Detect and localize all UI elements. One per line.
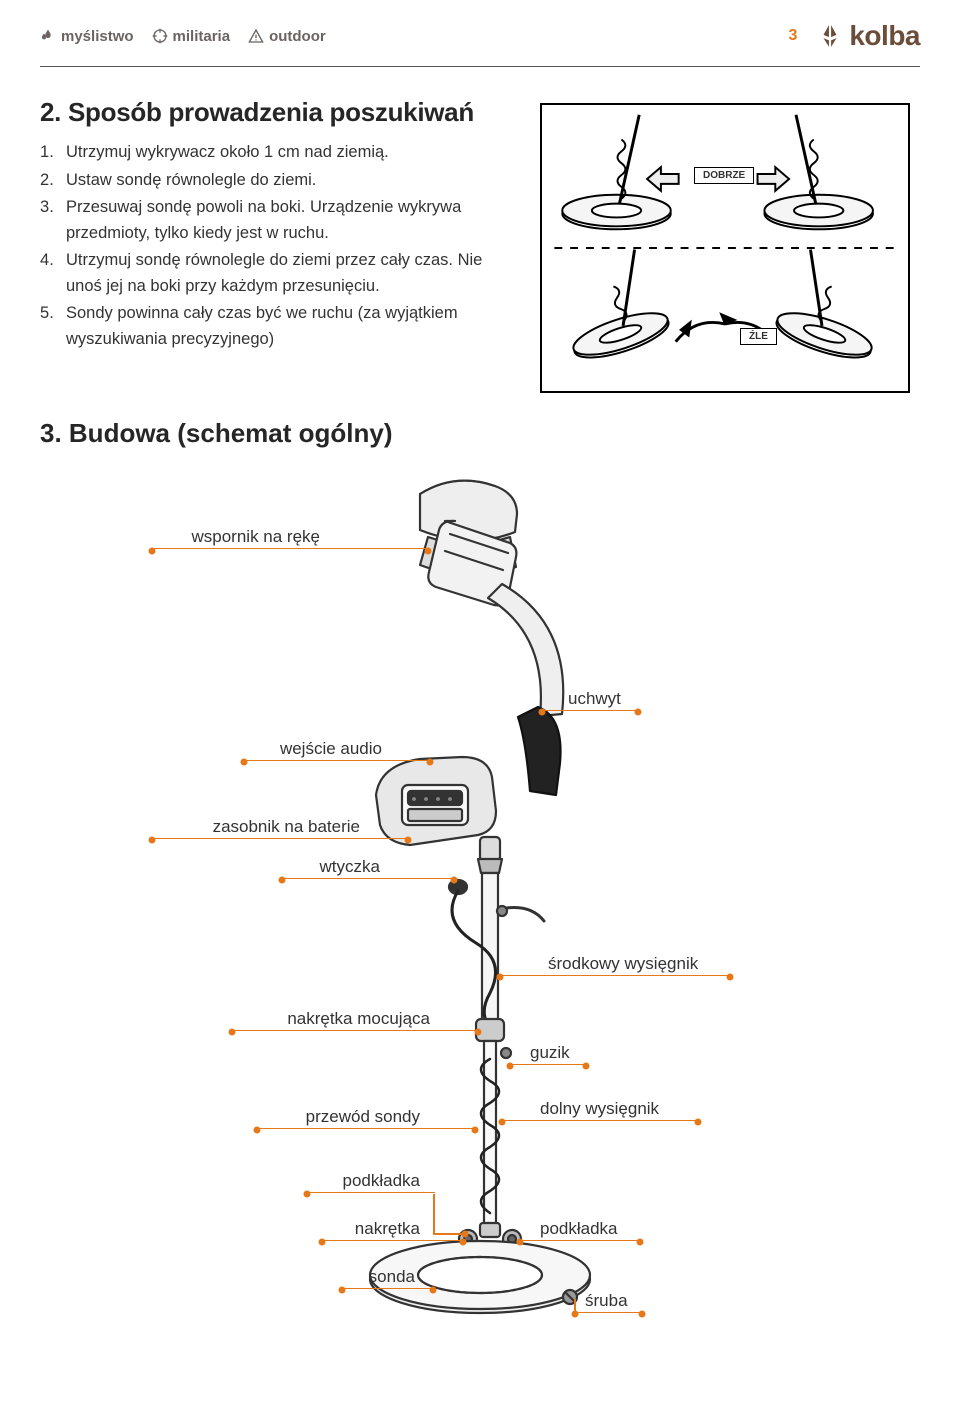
label-lower-shaft: dolny wysięgnik [540, 1099, 659, 1121]
category-outdoor: outdoor [248, 28, 326, 45]
step-item: Sondy powinna cały czas być we ruchu (za… [40, 301, 500, 352]
leader-dot [497, 974, 504, 981]
label-washer-2: podkładka [540, 1219, 618, 1241]
leader-dot [451, 877, 458, 884]
leader-dot [229, 1029, 236, 1036]
good-badge: DOBRZE [694, 167, 754, 184]
leader-dot [339, 1287, 346, 1294]
page-header: myślistwo militaria outdoor 3 kolba [40, 20, 920, 62]
label-audio: wejście audio [242, 739, 382, 761]
sweep-technique-figure: DOBRZE ŹLE [540, 103, 910, 393]
leader-dot [279, 877, 286, 884]
section-2-container: 2. Sposób prowadzenia poszukiwań Utrzymu… [40, 97, 920, 393]
detector-drawing [50, 459, 910, 1329]
leader-dot [539, 709, 546, 716]
leader-dot [637, 1239, 644, 1246]
leader-line [574, 1299, 576, 1314]
leader-dot [241, 759, 248, 766]
label-plug: wtyczka [280, 857, 380, 879]
label-coil: sonda [340, 1267, 415, 1289]
leader-dot [517, 1239, 524, 1246]
leader-dot [695, 1119, 702, 1126]
page-number: 3 [788, 27, 797, 45]
leader-line [433, 1233, 466, 1235]
bad-badge: ŹLE [740, 328, 777, 345]
leader-line [433, 1194, 435, 1234]
step-item: Utrzymuj wykrywacz około 1 cm nad ziemią… [40, 140, 500, 166]
label-button: guzik [530, 1043, 570, 1065]
label-cable: przewód sondy [255, 1107, 420, 1129]
label-screw: śruba [585, 1291, 628, 1313]
leader-dot [727, 974, 734, 981]
leader-dot [639, 1311, 646, 1318]
category-label: militaria [173, 28, 231, 45]
step-item: Utrzymuj sondę równolegle do ziemi przez… [40, 248, 500, 299]
leader-dot [460, 1239, 467, 1246]
leader-dot [425, 548, 432, 555]
leader-dot [430, 1287, 437, 1294]
leader-dot [507, 1063, 514, 1070]
category-hunting: myślistwo [40, 28, 134, 45]
label-nut: nakrętka [320, 1219, 420, 1241]
step-item: Ustaw sondę równolegle do ziemi. [40, 168, 500, 194]
steps-list: Utrzymuj wykrywacz około 1 cm nad ziemią… [40, 140, 500, 353]
header-right: 3 kolba [788, 20, 920, 52]
section-2-text: 2. Sposób prowadzenia poszukiwań Utrzymu… [40, 97, 500, 355]
brand-icon [817, 23, 843, 49]
step-item: Przesuwaj sondę powoli na boki. Urządzen… [40, 195, 500, 246]
header-divider [40, 66, 920, 67]
leader-dot [304, 1191, 311, 1198]
warning-icon [248, 28, 264, 44]
device-schematic: wspornik na rękę wejście audio zasobnik … [50, 459, 910, 1329]
section-2-title: 2. Sposób prowadzenia poszukiwań [40, 97, 500, 128]
header-categories: myślistwo militaria outdoor [40, 28, 326, 45]
label-lock-nut: nakrętka mocująca [230, 1009, 430, 1031]
label-battery: zasobnik na baterie [150, 817, 360, 839]
category-label: outdoor [269, 28, 326, 45]
label-mid-shaft: środkowy wysięgnik [548, 954, 698, 976]
label-grip: uchwyt [568, 689, 621, 711]
leader-dot [499, 1119, 506, 1126]
leader-dot [254, 1127, 261, 1134]
label-washer-1: podkładka [305, 1171, 420, 1193]
category-militaria: militaria [152, 28, 231, 45]
hunting-icon [40, 28, 56, 44]
crosshair-icon [152, 28, 168, 44]
leader-dot [427, 759, 434, 766]
leader-dot [149, 837, 156, 844]
leader-dot [635, 709, 642, 716]
brand-text: kolba [849, 20, 920, 52]
label-armrest: wspornik na rękę [150, 527, 320, 549]
leader-dot [149, 548, 156, 555]
leader-dot [583, 1063, 590, 1070]
leader-dot [405, 837, 412, 844]
leader-dot [319, 1239, 326, 1246]
section-3-title: 3. Budowa (schemat ogólny) [40, 418, 920, 449]
leader-dot [472, 1127, 479, 1134]
brand-logo: kolba [817, 20, 920, 52]
category-label: myślistwo [61, 28, 134, 45]
leader-dot [475, 1029, 482, 1036]
